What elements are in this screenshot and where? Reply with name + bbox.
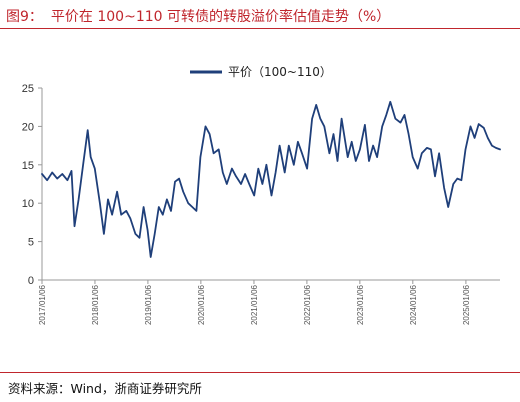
x-tick-label: 2017/01/06: [38, 284, 47, 325]
y-axis: 0 5 10 15 20 25: [22, 83, 43, 287]
y-tick-label: 5: [28, 237, 34, 249]
figure-number: 图9：: [6, 9, 43, 25]
x-tick-label: 2018/01/06: [91, 284, 100, 325]
title-divider: [0, 28, 520, 29]
source-note: 资料来源：Wind，浙商证券研究所: [8, 381, 202, 396]
series-line-parity-100-110: [41, 100, 501, 258]
y-tick-label: 15: [22, 160, 34, 172]
x-tick-label: 2025/01/06: [462, 284, 471, 325]
x-tick-label: 2024/01/06: [409, 284, 418, 325]
source-divider: [0, 372, 520, 373]
figure-title-text: 平价在 100~110 可转债的转股溢价率估值走势（%）: [50, 9, 391, 25]
x-axis: 2017/01/06 2018/01/06 2019/01/06 2020/01/06…: [38, 279, 500, 325]
y-tick-label: 0: [28, 275, 34, 287]
legend: 平价（100~110）: [190, 65, 332, 79]
line-chart: 0 5 10 15 20 25 2017/01/06 2018/01/06 2019/01/0…: [22, 65, 501, 325]
y-tick-label: 10: [22, 198, 34, 210]
x-tick-label: 2023/01/06: [356, 284, 365, 325]
x-tick-label: 2022/01/06: [303, 284, 312, 325]
x-tick-label: 2020/01/06: [197, 284, 206, 325]
figure-title: 图9： 平价在 100~110 可转债的转股溢价率估值走势（%）: [6, 6, 390, 26]
x-tick-label: 2019/01/06: [144, 284, 153, 325]
legend-label: 平价（100~110）: [228, 65, 332, 79]
y-tick-label: 20: [22, 121, 34, 133]
x-tick-label: 2021/01/06: [250, 284, 259, 325]
y-tick-label: 25: [22, 83, 34, 95]
series-layer: [41, 100, 501, 258]
